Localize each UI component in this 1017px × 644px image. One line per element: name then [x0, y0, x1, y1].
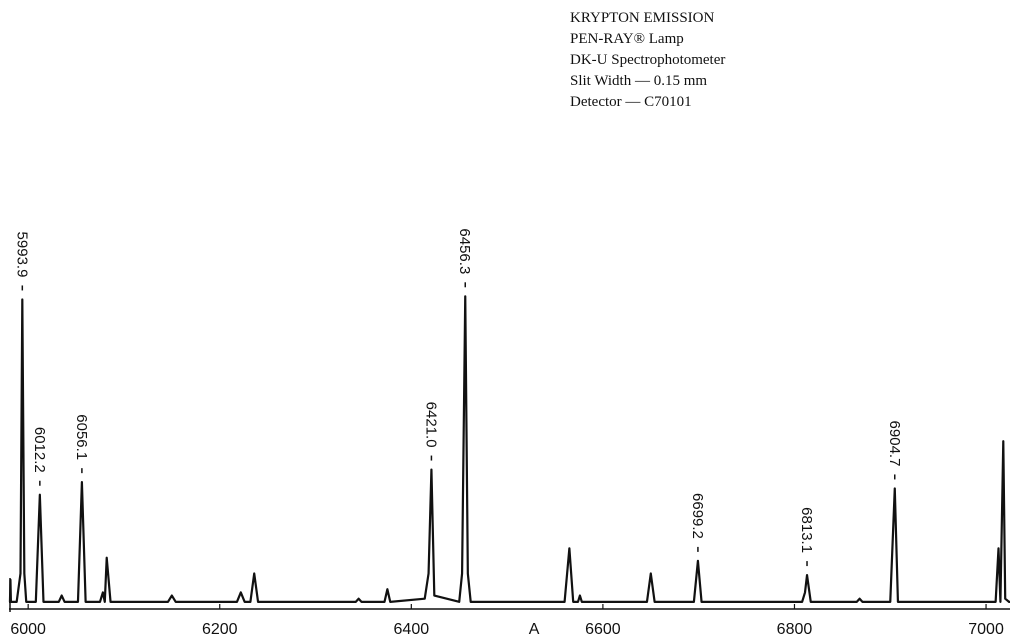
spectrum-line: [8, 295, 1011, 603]
header-line: KRYPTON EMISSION: [570, 10, 714, 26]
peak-label: 6056.1: [73, 414, 90, 460]
x-tick-label: 6200: [202, 621, 238, 638]
peak-label: 6012.2: [31, 427, 48, 473]
peak-label: 6456.3: [456, 228, 473, 274]
header-line: DK-U Spectrophotometer: [570, 52, 725, 68]
x-tick-label: 6000: [10, 621, 46, 638]
x-tick-label: 6800: [777, 621, 813, 638]
header-line: Detector — C70101: [570, 94, 692, 110]
peak-label: 6904.7: [886, 421, 903, 467]
peak-label: 6813.1: [798, 507, 815, 553]
peak-label: 6421.0: [422, 402, 439, 448]
header-line: PEN-RAY® Lamp: [570, 31, 684, 47]
x-tick-label: 6600: [585, 621, 621, 638]
x-axis-label: A: [529, 621, 540, 638]
header-line: Slit Width — 0.15 mm: [570, 73, 707, 89]
x-tick-label: 7000: [968, 621, 1004, 638]
peak-label: 6699.2: [689, 493, 706, 539]
x-tick-label: 6400: [394, 621, 430, 638]
peak-label: 5993.9: [13, 232, 30, 278]
